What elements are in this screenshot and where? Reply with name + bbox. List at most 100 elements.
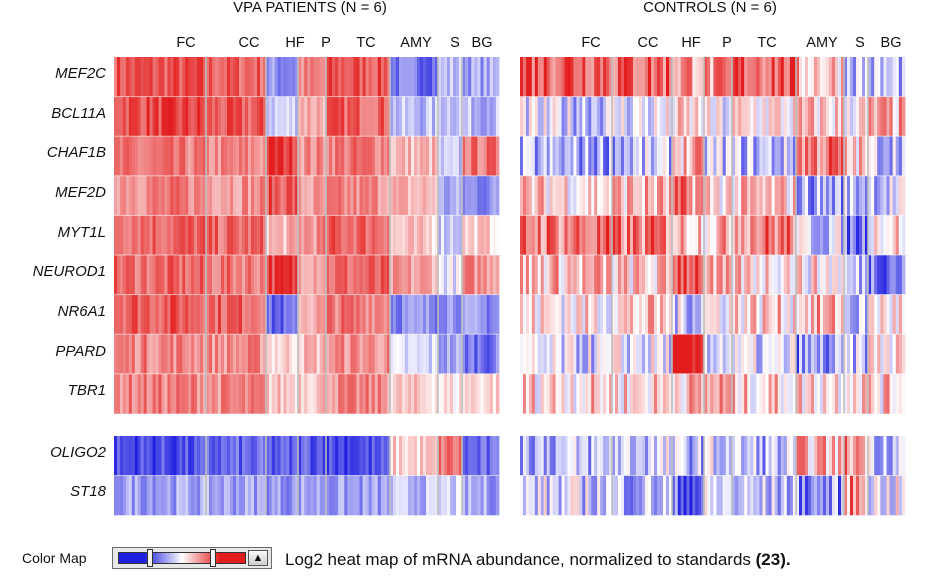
heatmap-cell-neurod1-fc — [520, 255, 524, 295]
heatmap-cell-chaf1b-hf — [280, 136, 284, 177]
heatmap-cell-ppard-hf — [698, 334, 702, 375]
heatmap-cell-mef2c-amy — [432, 57, 436, 97]
heatmap-cell-nr6a1-cc — [621, 294, 625, 335]
heatmap-cell-chaf1b-fc — [179, 136, 183, 177]
heatmap-cell-mef2d-p — [298, 175, 302, 216]
heatmap-cell-nr6a1-bg — [901, 294, 906, 335]
heatmap-cell-nr6a1-s — [459, 294, 463, 335]
heatmap-cell-myt1l-fc — [537, 215, 542, 256]
heatmap-cell-neurod1-amy — [408, 255, 412, 295]
heatmap-cell-myt1l-amy — [399, 215, 403, 256]
heatmap-cell-ppard-s — [459, 334, 463, 375]
heatmap-cell-tbr1-s — [862, 373, 866, 414]
heatmap-cell-myt1l-tc — [371, 215, 376, 256]
heatmap-cell-st18-amy — [799, 475, 803, 516]
region-divider — [297, 57, 299, 414]
heatmap-cell-chaf1b-fc — [594, 136, 598, 177]
heatmap-cell-oligo2-hf — [286, 436, 290, 476]
heatmap-cell-bcl11a-amy — [814, 96, 818, 137]
heatmap-cell-neurod1-cc — [663, 255, 667, 295]
heatmap-cell-neurod1-fc — [537, 255, 542, 295]
heatmap-cell-myt1l-hf — [686, 215, 690, 256]
heatmap-cell-myt1l-tc — [789, 215, 794, 256]
heatmap-cell-nr6a1-bg — [465, 294, 469, 335]
heatmap-cell-ppard-cc — [666, 334, 670, 375]
heatmap-cell-bcl11a-amy — [811, 96, 815, 137]
heatmap-cell-mef2c-cc — [639, 57, 643, 97]
heatmap-cell-ppard-s — [853, 334, 857, 375]
heatmap-cell-neurod1-cc — [251, 255, 255, 295]
heatmap-cell-ppard-bg — [492, 334, 497, 375]
heatmap-cell-oligo2-fc — [549, 436, 554, 476]
heatmap-cell-ppard-amy — [390, 334, 394, 375]
region-divider — [265, 57, 267, 414]
heatmap-cell-tbr1-bg — [901, 373, 906, 414]
heatmap-cell-neurod1-fc — [567, 255, 571, 295]
heatmap-cell-chaf1b-tc — [335, 136, 339, 177]
heatmap-cell-ppard-tc — [744, 334, 748, 375]
heatmap-cell-st18-cc — [666, 475, 670, 516]
color-map-high-handle[interactable] — [210, 549, 216, 567]
heatmap-cell-mef2c-fc — [179, 57, 183, 97]
heatmap-cell-ppard-fc — [564, 334, 568, 375]
heatmap-cell-ppard-amy — [423, 334, 427, 375]
heatmap-cell-ppard-tc — [332, 334, 336, 375]
heatmap-cell-myt1l-fc — [188, 215, 192, 256]
heatmap-cell-mef2d-fc — [137, 175, 142, 216]
heatmap-cell-ppard-cc — [212, 334, 216, 375]
heatmap-cell-neurod1-cc — [263, 255, 267, 295]
color-map-low-handle[interactable] — [147, 549, 153, 567]
heatmap-cell-oligo2-cc — [245, 436, 249, 476]
heatmap-cell-myt1l-amy — [390, 215, 394, 256]
heatmap-cell-tbr1-bg — [495, 373, 500, 414]
heatmap-cell-bcl11a-bg — [462, 96, 466, 137]
heatmap-cell-bcl11a-tc — [362, 96, 367, 137]
heatmap-cell-mef2d-s — [438, 175, 442, 216]
heatmap-cell-st18-s — [438, 475, 442, 516]
color-map-widget[interactable]: ▲ — [112, 547, 272, 569]
heatmap-cell-ppard-cc — [660, 334, 664, 375]
heatmap-cell-myt1l-hf — [680, 215, 685, 256]
heatmap-cell-mef2d-bg — [868, 175, 872, 216]
heatmap-cell-st18-amy — [826, 475, 830, 516]
color-map-toggle-button[interactable]: ▲ — [248, 550, 268, 566]
heatmap-cell-neurod1-tc — [756, 255, 760, 295]
heatmap-cell-chaf1b-fc — [134, 136, 139, 177]
heatmap-cell-bcl11a-fc — [182, 96, 186, 137]
heatmap-cell-bcl11a-tc — [371, 96, 376, 137]
region-label-p: P — [722, 35, 732, 51]
heatmap-cell-neurod1-fc — [131, 255, 136, 295]
heatmap-cell-myt1l-hf — [672, 215, 676, 256]
heatmap-cell-chaf1b-tc — [774, 136, 779, 177]
heatmap-cell-mef2c-cc — [636, 57, 640, 97]
heatmap-cell-bcl11a-p — [310, 96, 314, 137]
heatmap-cell-mef2c-s — [853, 57, 857, 97]
heatmap-cell-ppard-tc — [329, 334, 333, 375]
heatmap-cell-oligo2-cc — [612, 436, 616, 476]
heatmap-cell-mef2c-fc — [546, 57, 551, 97]
heatmap-cell-mef2d-s — [447, 175, 451, 216]
heatmap-cell-st18-fc — [528, 475, 533, 516]
heatmap-cell-nr6a1-fc — [185, 294, 189, 335]
heatmap-cell-ppard-hf — [692, 334, 696, 375]
heatmap-cell-myt1l-s — [453, 215, 457, 256]
heatmap-cell-nr6a1-hf — [266, 294, 270, 335]
heatmap-cell-neurod1-amy — [838, 255, 842, 295]
heatmap-cell-myt1l-tc — [353, 215, 357, 256]
heatmap-cell-oligo2-p — [713, 436, 717, 476]
heatmap-cell-mef2d-bg — [892, 175, 897, 216]
heatmap-cell-nr6a1-s — [441, 294, 445, 335]
heatmap-cell-tbr1-fc — [603, 373, 607, 414]
heatmap-cell-myt1l-fc — [125, 215, 130, 256]
heatmap-cell-oligo2-fc — [191, 436, 195, 476]
heatmap-cell-st18-tc — [338, 475, 342, 516]
heatmap-cell-neurod1-fc — [179, 255, 183, 295]
heatmap-cell-nr6a1-p — [716, 294, 720, 335]
heatmap-cell-tbr1-fc — [114, 373, 118, 414]
heatmap-cell-bcl11a-hf — [283, 96, 287, 137]
heatmap-cell-oligo2-amy — [426, 436, 430, 476]
heatmap-cell-tbr1-fc — [200, 373, 204, 414]
heatmap-cell-st18-amy — [832, 475, 836, 516]
heatmap-cell-st18-bg — [462, 475, 466, 516]
heatmap-cell-neurod1-hf — [295, 255, 299, 295]
